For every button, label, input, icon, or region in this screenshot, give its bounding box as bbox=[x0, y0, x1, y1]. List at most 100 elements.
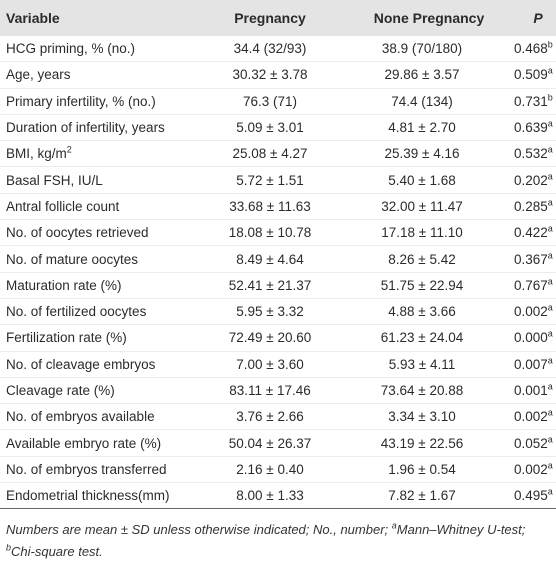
table-row: HCG priming, % (no.) 34.4 (32/93) 38.9 (70… bbox=[0, 36, 556, 63]
cell-text: 0.367 bbox=[514, 251, 548, 267]
table-row: Antral follicle count 33.68 ± 11.63 32.00 … bbox=[0, 193, 556, 221]
table-cell: 5.95 ± 3.32 bbox=[210, 298, 330, 326]
cell-text: 0.007 bbox=[514, 356, 548, 372]
table-cell: Fertilization rate (%) bbox=[0, 324, 210, 352]
superscript: a bbox=[547, 197, 553, 208]
table-cell: 0.000a bbox=[514, 324, 556, 352]
superscript: a bbox=[547, 355, 553, 366]
table-cell: 0.767a bbox=[514, 272, 556, 299]
table-cell: 34.4 (32/93) bbox=[210, 36, 330, 63]
table-cell: 3.76 ± 2.66 bbox=[210, 403, 330, 431]
table-cell: Maturation rate (%) bbox=[0, 272, 210, 299]
table-cell: 51.75 ± 22.94 bbox=[330, 272, 514, 299]
table-row: No. of embryos available 3.76 ± 2.66 3.34 … bbox=[0, 403, 556, 431]
table-cell: 0.509a bbox=[514, 61, 556, 89]
table-cell: 32.00 ± 11.47 bbox=[330, 193, 514, 221]
table-cell: 0.468b bbox=[514, 36, 556, 63]
superscript: a bbox=[547, 486, 553, 497]
column-header: Pregnancy bbox=[210, 0, 330, 36]
cell-text: 0.002 bbox=[514, 304, 548, 320]
table-row: Duration of infertility, years 5.09 ± 3.0… bbox=[0, 114, 556, 142]
table-cell: 0.202a bbox=[514, 166, 556, 194]
footnote-text: Mann–Whitney U-test; bbox=[396, 522, 526, 538]
table-cell: 73.64 ± 20.88 bbox=[330, 377, 514, 405]
table-row: No. of oocytes retrieved 18.08 ± 10.78 17.… bbox=[0, 219, 556, 247]
table-cell: Cleavage rate (%) bbox=[0, 377, 210, 405]
table-cell: 7.82 ± 1.67 bbox=[330, 482, 514, 510]
table-cell: 0.002a bbox=[514, 403, 556, 431]
table-cell: Endometrial thickness(mm) bbox=[0, 482, 210, 510]
cell-text: 0.509 bbox=[514, 67, 548, 83]
table-cell: 5.40 ± 1.68 bbox=[330, 166, 514, 194]
table-cell: 29.86 ± 3.57 bbox=[330, 61, 514, 89]
table-cell: 8.00 ± 1.33 bbox=[210, 482, 330, 510]
column-header: P bbox=[514, 0, 556, 36]
cell-text: 0.639 bbox=[514, 120, 548, 136]
table-row: Age, years 30.32 ± 3.78 29.86 ± 3.57 0.509a bbox=[0, 61, 556, 89]
table-row: Cleavage rate (%) 83.11 ± 17.46 73.64 ± 20… bbox=[0, 377, 556, 405]
table-cell: 0.001a bbox=[514, 377, 556, 405]
superscript: a bbox=[547, 434, 553, 445]
table-body: HCG priming, % (no.) 34.4 (32/93) 38.9 (70… bbox=[0, 36, 556, 510]
table-cell: 2.16 ± 0.40 bbox=[210, 456, 330, 484]
cell-text: 0.002 bbox=[514, 461, 548, 477]
table-row: Primary infertility, % (no.) 76.3 (71) 74.… bbox=[0, 88, 556, 115]
table-cell: 74.4 (134) bbox=[330, 88, 514, 115]
superscript: a bbox=[547, 302, 553, 313]
superscript: 2 bbox=[66, 144, 72, 155]
header-row: Variable Pregnancy None Pregnancy P bbox=[0, 0, 556, 36]
superscript: a bbox=[547, 276, 553, 287]
table-cell: 25.39 ± 4.16 bbox=[330, 140, 514, 168]
column-header: Variable bbox=[0, 0, 210, 36]
footnote: Numbers are mean ± SD unless otherwise i… bbox=[0, 509, 556, 563]
table-cell: 83.11 ± 17.46 bbox=[210, 377, 330, 405]
cell-text: 0.767 bbox=[514, 277, 548, 293]
cell-text: BMI, kg/m bbox=[6, 146, 67, 162]
table-cell: 4.81 ± 2.70 bbox=[330, 114, 514, 142]
table-cell: 5.09 ± 3.01 bbox=[210, 114, 330, 142]
table-cell: 0.495a bbox=[514, 482, 556, 510]
table-cell: 7.00 ± 3.60 bbox=[210, 351, 330, 378]
table-cell: 0.367a bbox=[514, 245, 556, 273]
table-cell: No. of oocytes retrieved bbox=[0, 219, 210, 247]
table-cell: 52.41 ± 21.37 bbox=[210, 272, 330, 299]
cell-text: 0.000 bbox=[514, 330, 548, 346]
column-header: None Pregnancy bbox=[330, 0, 514, 36]
superscript: a bbox=[547, 144, 553, 155]
table-row: Maturation rate (%) 52.41 ± 21.37 51.75 ± … bbox=[0, 272, 556, 299]
superscript: a bbox=[547, 118, 553, 129]
table-row: BMI, kg/m2 25.08 ± 4.27 25.39 ± 4.16 0.532a bbox=[0, 140, 556, 168]
table-cell: 33.68 ± 11.63 bbox=[210, 193, 330, 221]
cell-text: 0.202 bbox=[514, 172, 548, 188]
table-row: Fertilization rate (%) 72.49 ± 20.60 61.23… bbox=[0, 324, 556, 352]
superscript: a bbox=[547, 65, 553, 76]
superscript: a bbox=[547, 328, 553, 339]
cell-text: 0.495 bbox=[514, 488, 548, 504]
table-cell: 0.731b bbox=[514, 88, 556, 115]
table-cell: Basal FSH, IU/L bbox=[0, 166, 210, 194]
cell-text: 0.422 bbox=[514, 225, 548, 241]
table-cell: 0.002a bbox=[514, 298, 556, 326]
table-row: Basal FSH, IU/L 5.72 ± 1.51 5.40 ± 1.68 0.2… bbox=[0, 166, 556, 194]
table-row: No. of cleavage embryos 7.00 ± 3.60 5.93 ±… bbox=[0, 351, 556, 378]
table-cell: 61.23 ± 24.04 bbox=[330, 324, 514, 352]
superscript: a bbox=[547, 381, 553, 392]
table-cell: HCG priming, % (no.) bbox=[0, 36, 210, 63]
table-cell: No. of cleavage embryos bbox=[0, 351, 210, 378]
table-cell: 18.08 ± 10.78 bbox=[210, 219, 330, 247]
table-cell: No. of fertilized oocytes bbox=[0, 298, 210, 326]
table-cell: 1.96 ± 0.54 bbox=[330, 456, 514, 484]
table-cell: 3.34 ± 3.10 bbox=[330, 403, 514, 431]
footnote-superscript: a bbox=[391, 521, 397, 532]
table-cell: Antral follicle count bbox=[0, 193, 210, 221]
superscript: a bbox=[547, 171, 553, 182]
superscript: a bbox=[547, 407, 553, 418]
data-table: Variable Pregnancy None Pregnancy P HCG pri… bbox=[0, 0, 556, 510]
table-cell: 0.422a bbox=[514, 219, 556, 247]
footnote-text: Chi-square test. bbox=[11, 544, 103, 560]
cell-text: 0.468 bbox=[514, 41, 548, 57]
table-cell: No. of embryos available bbox=[0, 403, 210, 431]
table-cell: 8.26 ± 5.42 bbox=[330, 245, 514, 273]
cell-text: 0.001 bbox=[514, 383, 548, 398]
table-cell: BMI, kg/m2 bbox=[0, 140, 210, 168]
